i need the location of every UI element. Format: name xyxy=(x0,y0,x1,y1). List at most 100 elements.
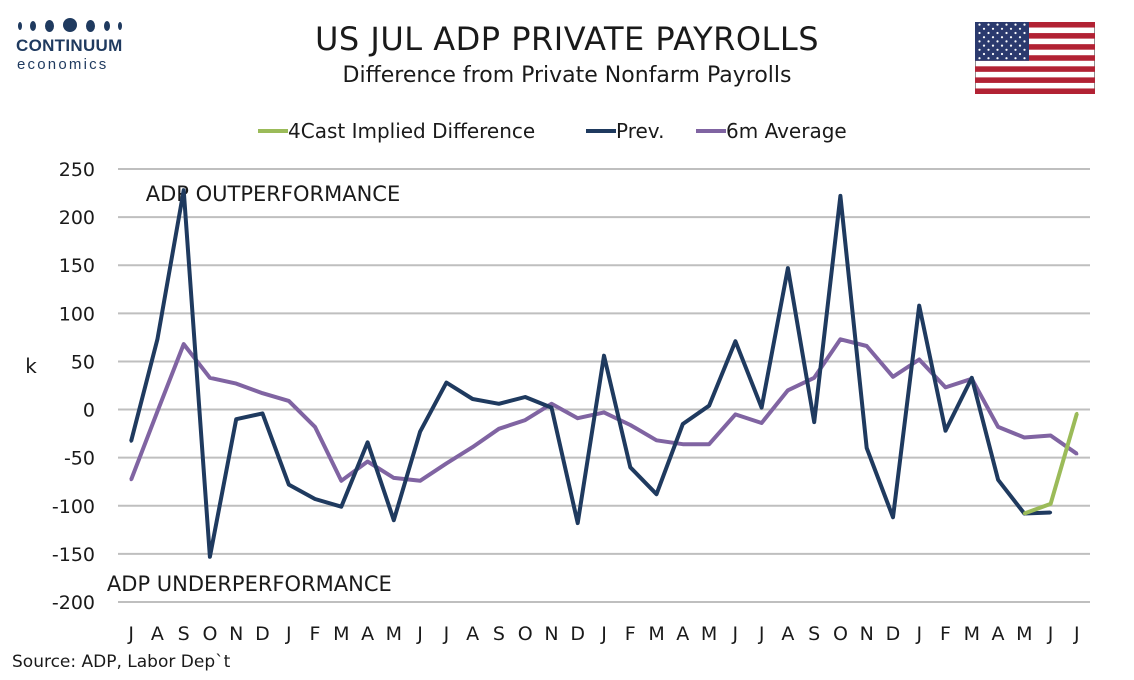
x-tick-label: M xyxy=(648,623,664,645)
data-point xyxy=(182,342,186,346)
x-tick-label: A xyxy=(992,623,1005,645)
data-point xyxy=(339,479,343,483)
data-point xyxy=(996,478,1000,482)
data-point xyxy=(602,354,606,358)
y-tick-label: 100 xyxy=(59,303,95,325)
data-point xyxy=(208,376,212,380)
x-tick-label: J xyxy=(1073,623,1080,645)
data-point xyxy=(129,478,133,482)
data-point xyxy=(182,188,186,192)
legend-label: Prev. xyxy=(616,119,664,143)
annotation: ADP UNDERPERFORMANCE xyxy=(107,572,392,596)
x-tick-label: J xyxy=(600,623,607,645)
data-point xyxy=(260,391,264,395)
legend-label: 4Cast Implied Difference xyxy=(288,119,535,143)
x-tick-label: M xyxy=(1016,623,1032,645)
annotations: ADP OUTPERFORMANCE ADP UNDERPERFORMANCE xyxy=(107,182,400,596)
x-tick-label: N xyxy=(860,623,874,645)
data-point xyxy=(891,375,895,379)
data-point xyxy=(366,440,370,444)
data-point xyxy=(208,555,212,559)
data-point xyxy=(944,385,948,389)
y-axis-label: k xyxy=(25,354,37,378)
x-tick-label: O xyxy=(518,623,533,645)
x-tick-label: O xyxy=(202,623,217,645)
us-flag-icon xyxy=(975,22,1095,94)
data-point xyxy=(444,381,448,385)
data-point xyxy=(1022,435,1026,439)
x-tick-label: O xyxy=(833,623,848,645)
y-tick-label: 250 xyxy=(59,159,95,181)
chart-title: US JUL ADP PRIVATE PAYROLLS xyxy=(314,20,819,58)
legend-label: 6m Average xyxy=(726,119,847,143)
data-point xyxy=(287,483,291,487)
x-tick-label: A xyxy=(466,623,479,645)
data-point xyxy=(628,465,632,469)
data-point xyxy=(392,476,396,480)
data-point xyxy=(838,194,842,198)
data-point xyxy=(865,446,869,450)
x-tick-label: N xyxy=(544,623,558,645)
data-point xyxy=(313,425,317,429)
data-point xyxy=(733,339,737,343)
series-line xyxy=(129,188,1051,559)
data-point xyxy=(549,402,553,406)
data-point xyxy=(287,399,291,403)
brand-sub: economics xyxy=(17,56,109,73)
data-point xyxy=(471,397,475,401)
y-tick-label: 50 xyxy=(71,351,95,373)
data-point xyxy=(917,304,921,308)
x-tick-label: F xyxy=(940,623,951,645)
data-point xyxy=(339,505,343,509)
y-tick-label: -200 xyxy=(52,592,95,614)
data-point xyxy=(313,497,317,501)
x-tick-label: M xyxy=(701,623,717,645)
data-point xyxy=(760,406,764,410)
data-point xyxy=(155,409,159,413)
x-tick-label: N xyxy=(229,623,243,645)
x-tick-label: S xyxy=(808,623,820,645)
y-tick-label: 0 xyxy=(83,400,95,422)
y-tick-label: 150 xyxy=(59,255,95,277)
brand-name: CONTINUUM xyxy=(16,36,123,55)
data-point xyxy=(786,266,790,270)
data-point xyxy=(944,429,948,433)
x-tick-label: J xyxy=(285,623,292,645)
data-point xyxy=(392,518,396,522)
data-point xyxy=(786,388,790,392)
y-tick-label: -100 xyxy=(52,496,95,518)
x-tick-label: F xyxy=(310,623,321,645)
data-point xyxy=(155,337,159,341)
x-tick-label: S xyxy=(493,623,505,645)
x-tick-label: J xyxy=(1047,623,1054,645)
data-point xyxy=(418,430,422,434)
data-point xyxy=(471,445,475,449)
data-point xyxy=(655,438,659,442)
data-point xyxy=(760,421,764,425)
data-point xyxy=(628,423,632,427)
x-tick-label: D xyxy=(570,623,585,645)
data-point xyxy=(1075,411,1079,415)
data-point xyxy=(497,427,501,431)
data-point xyxy=(129,439,133,443)
legend: 4Cast Implied Difference Prev. 6m Average xyxy=(258,119,847,143)
data-point xyxy=(234,382,238,386)
data-point xyxy=(707,404,711,408)
y-axis: 250 200 150 100 50 0 -50 -100 -150 -200 xyxy=(52,159,95,614)
data-point xyxy=(970,376,974,380)
data-point xyxy=(523,418,527,422)
data-point xyxy=(576,416,580,420)
data-point xyxy=(549,406,553,410)
data-point xyxy=(1022,511,1026,515)
x-tick-label: S xyxy=(178,623,190,645)
x-tick-label: A xyxy=(361,623,374,645)
x-tick-label: A xyxy=(151,623,164,645)
data-point xyxy=(234,417,238,421)
series xyxy=(129,188,1079,559)
y-tick-label: 200 xyxy=(59,207,95,229)
data-point xyxy=(418,479,422,483)
x-tick-label: J xyxy=(416,623,423,645)
data-point xyxy=(1049,434,1053,438)
